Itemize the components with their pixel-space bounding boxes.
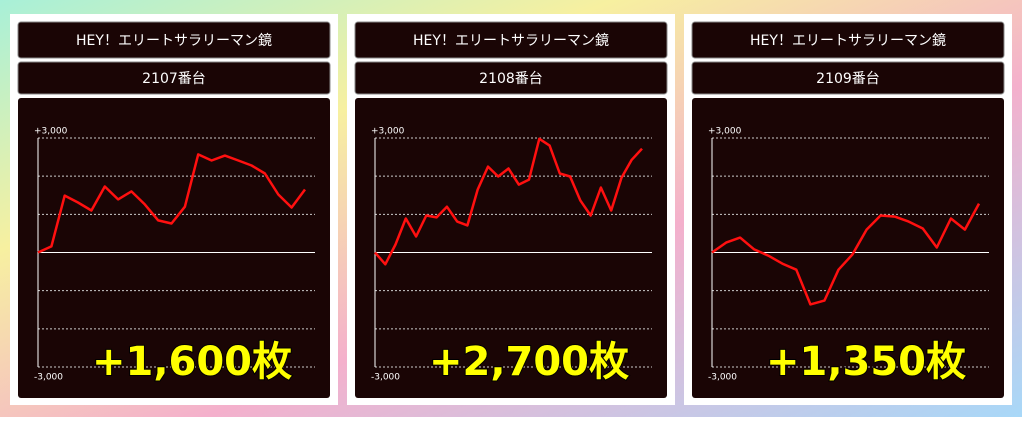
- panel-title: HEY！エリートサラリーマン鏡: [750, 33, 946, 49]
- subtitle-bar: [354, 61, 668, 95]
- result-annotation: +2,700枚: [429, 339, 629, 385]
- data-line: [374, 137, 643, 266]
- panel-subtitle: 2107番台: [142, 71, 206, 87]
- plot-area: [355, 98, 667, 398]
- y-tick-label: +3,000: [34, 127, 68, 137]
- y-tick-label: -3,000: [34, 373, 63, 383]
- title-bar: [691, 21, 1005, 59]
- y-tick-label: +3,000: [371, 127, 405, 137]
- title-bar: [354, 21, 668, 59]
- panel-title: HEY！エリートサラリーマン鏡: [413, 33, 609, 49]
- panel-subtitle: 2108番台: [479, 71, 543, 87]
- subtitle-bar: [691, 61, 1005, 95]
- y-tick-label: -3,000: [371, 373, 400, 383]
- title-bar: [17, 21, 331, 59]
- data-line: [37, 153, 307, 254]
- result-annotation: +1,350枚: [766, 339, 966, 385]
- plot-area: [692, 98, 1004, 398]
- y-tick-label: -3,000: [708, 373, 737, 383]
- panel-title: HEY！エリートサラリーマン鏡: [76, 33, 272, 49]
- panel-subtitle: 2109番台: [816, 71, 880, 87]
- data-line: [711, 203, 981, 306]
- subtitle-bar: [17, 61, 331, 95]
- plot-area: [18, 98, 330, 398]
- y-tick-label: +3,000: [708, 127, 742, 137]
- result-annotation: +1,600枚: [92, 339, 292, 385]
